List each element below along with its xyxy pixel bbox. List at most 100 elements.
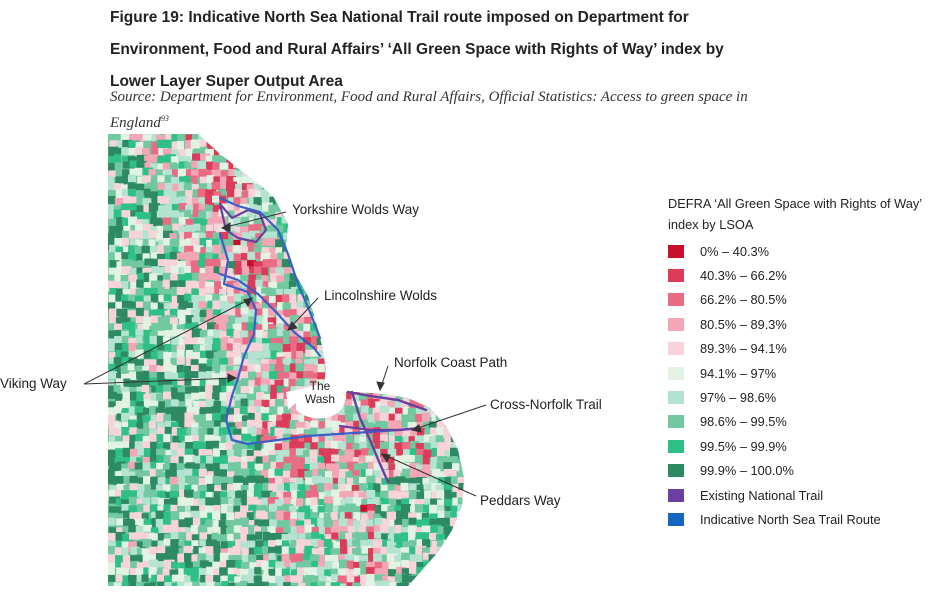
- lsoa-cell: [289, 483, 301, 493]
- lsoa-cell: [270, 384, 278, 394]
- lsoa-cell: [466, 142, 468, 150]
- lsoa-cell: [170, 442, 179, 454]
- lsoa-cell: [380, 323, 388, 331]
- lsoa-cell: [128, 261, 140, 272]
- lsoa-cell: [416, 314, 426, 326]
- lsoa-cell: [220, 414, 228, 423]
- lsoa-cell: [450, 240, 459, 249]
- lsoa-cell: [268, 512, 279, 522]
- lsoa-cell: [338, 266, 348, 277]
- lsoa-cell: [324, 547, 333, 557]
- lsoa-cell: [310, 349, 321, 357]
- lsoa-cell: [200, 517, 209, 526]
- lsoa-cell: [143, 491, 151, 500]
- lsoa-cell: [290, 562, 302, 574]
- lsoa-cell: [290, 469, 301, 478]
- lsoa-cell: [339, 148, 351, 157]
- lsoa-cell: [262, 371, 272, 382]
- lsoa-cell: [319, 350, 331, 360]
- lsoa-cell: [429, 238, 437, 249]
- lsoa-cell: [456, 224, 464, 234]
- lsoa-cell: [227, 146, 235, 158]
- lsoa-cell: [382, 183, 391, 192]
- lsoa-cell: [360, 364, 368, 375]
- lsoa-cell: [261, 490, 273, 500]
- lsoa-cell: [380, 385, 391, 396]
- lsoa-cell: [246, 175, 255, 183]
- lsoa-cell: [165, 469, 173, 480]
- lsoa-cell: [394, 401, 403, 409]
- lsoa-cell: [297, 331, 309, 342]
- lsoa-cell: [206, 581, 216, 586]
- lsoa-cell: [386, 540, 394, 552]
- lsoa-cell: [416, 448, 427, 458]
- lsoa-cell: [240, 532, 248, 543]
- lsoa-cell: [452, 567, 463, 576]
- lsoa-cell: [365, 188, 375, 199]
- lsoa-cell: [325, 146, 336, 157]
- lsoa-cell: [443, 176, 454, 187]
- the-wash-water: [296, 384, 345, 419]
- lsoa-cell: [199, 560, 209, 572]
- lsoa-cell: [331, 350, 340, 362]
- lsoa-cell: [423, 504, 434, 515]
- lsoa-cell: [291, 352, 299, 363]
- lsoa-cell: [365, 561, 376, 572]
- lsoa-cell: [318, 139, 328, 149]
- lsoa-cell: [116, 225, 127, 237]
- lsoa-cell: [213, 462, 221, 471]
- lsoa-cell: [155, 553, 166, 565]
- lsoa-cell: [296, 238, 304, 250]
- lsoa-cell: [422, 454, 430, 466]
- lsoa-cell: [233, 532, 243, 541]
- lsoa-cell: [442, 134, 453, 146]
- lsoa-cell: [353, 343, 363, 354]
- lsoa-cell: [435, 175, 446, 184]
- lsoa-cell: [177, 448, 185, 459]
- lsoa-cell: [353, 463, 363, 473]
- lsoa-cell: [150, 476, 161, 485]
- lsoa-cell: [304, 254, 314, 265]
- lsoa-cell: [465, 156, 468, 166]
- lsoa-cell: [331, 266, 342, 278]
- lsoa-cell: [213, 545, 221, 556]
- source-footnote: 93: [160, 114, 169, 123]
- lsoa-cell: [262, 331, 270, 341]
- lsoa-cell: [277, 282, 287, 293]
- lsoa-cell: [150, 226, 158, 235]
- lsoa-cell: [445, 167, 456, 176]
- lsoa-cell: [197, 553, 207, 563]
- lsoa-cell: [401, 574, 409, 583]
- lsoa-cell: [123, 195, 131, 206]
- lsoa-cell: [134, 406, 146, 418]
- lsoa-cell: [212, 204, 221, 216]
- lsoa-cell: [214, 142, 222, 150]
- lsoa-cell: [366, 372, 376, 384]
- lsoa-cell: [255, 531, 263, 540]
- lsoa-cell: [374, 169, 382, 178]
- lsoa-cell: [414, 177, 423, 185]
- lsoa-cell: [339, 427, 350, 436]
- lsoa-cell: [283, 582, 292, 586]
- figure-title: Figure 19: Indicative North Sea National…: [110, 2, 830, 98]
- lsoa-cell: [253, 155, 264, 164]
- lsoa-cell: [235, 380, 246, 391]
- lsoa-cell: [352, 532, 361, 541]
- lsoa-cell: [324, 471, 333, 482]
- lsoa-cell: [396, 566, 407, 577]
- lsoa-cell: [465, 513, 468, 522]
- lsoa-cell: [346, 315, 355, 325]
- lsoa-cell: [157, 156, 167, 168]
- lsoa-cell: [387, 576, 398, 584]
- lsoa-cell: [305, 532, 314, 543]
- lsoa-cell: [227, 533, 239, 541]
- lsoa-cell: [143, 422, 155, 434]
- legend-label: Existing National Trail: [700, 487, 824, 503]
- lsoa-cell: [121, 568, 129, 578]
- lsoa-cell: [120, 274, 129, 283]
- lsoa-cell: [368, 147, 376, 159]
- lsoa-cell: [316, 337, 324, 349]
- lsoa-cell: [255, 420, 263, 428]
- lsoa-cell: [429, 167, 441, 178]
- lsoa-cell: [193, 245, 204, 253]
